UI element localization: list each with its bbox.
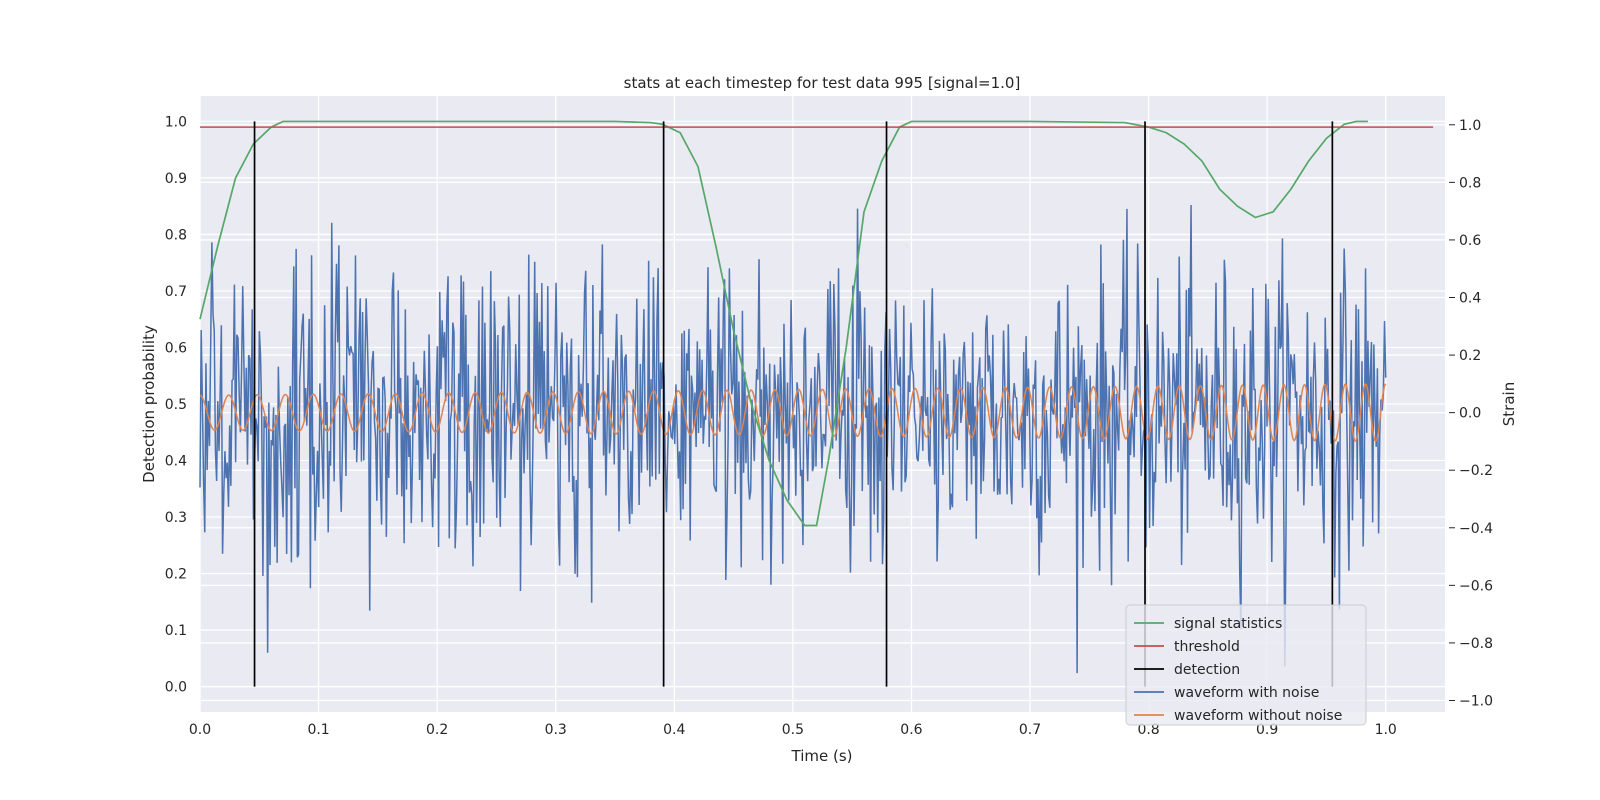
y-axis-right: −1.0 −0.8 −0.6 −0.4 −0.2 0.0 0.2 0.4 0.6 0.8 1.0 bbox=[1449, 118, 1493, 709]
y-tick-label-left: 0.3 bbox=[165, 510, 187, 526]
legend-label: signal statistics bbox=[1174, 616, 1282, 632]
chart-title: stats at each timestep for test data 995… bbox=[624, 74, 1021, 92]
x-tick-label: 0.9 bbox=[1256, 722, 1278, 738]
series-line-signal-statistics bbox=[199, 120, 1368, 527]
y-tick-label-right: −0.8 bbox=[1459, 636, 1493, 652]
y-tick-label-right: 0.6 bbox=[1459, 233, 1481, 249]
y-tick-label-right: 1.0 bbox=[1459, 118, 1481, 134]
y-tick-label-left: 0.5 bbox=[165, 397, 187, 413]
legend-label: waveform without noise bbox=[1174, 708, 1342, 724]
legend-label: threshold bbox=[1174, 639, 1240, 655]
y-tick-label-left: 0.6 bbox=[165, 340, 187, 356]
y-axis-label-left: Detection probability bbox=[140, 325, 158, 483]
x-tick-label: 0.3 bbox=[545, 722, 567, 738]
x-axis: 0.0 0.1 0.2 0.3 0.4 0.5 0.6 0.7 0.8 0.9 1.0 bbox=[189, 722, 1397, 738]
series-line-waveform-without-noise bbox=[199, 383, 1387, 443]
x-tick-label: 0.0 bbox=[189, 722, 211, 738]
x-tick-label: 0.5 bbox=[782, 722, 804, 738]
y-tick-label-right: 0.0 bbox=[1459, 406, 1481, 422]
y-tick-label-right: 0.2 bbox=[1459, 348, 1481, 364]
x-tick-label: 0.6 bbox=[900, 722, 922, 738]
legend-box bbox=[1125, 604, 1367, 726]
y-tick-label-left: 0.7 bbox=[165, 284, 187, 300]
legend: signal statistics threshold detection wavef… bbox=[1125, 604, 1367, 726]
x-tick-label: 0.8 bbox=[1137, 722, 1159, 738]
y-tick-label-right: 0.8 bbox=[1459, 175, 1481, 191]
x-tick-label: 0.7 bbox=[1019, 722, 1041, 738]
y-tick-label-left: 0.8 bbox=[165, 227, 187, 243]
y-tick-label-left: 0.0 bbox=[165, 680, 187, 696]
x-axis-label: Time (s) bbox=[791, 747, 853, 765]
series-layer bbox=[199, 120, 1434, 687]
x-tick-label: 0.4 bbox=[663, 722, 685, 738]
y-tick-label-right: −0.6 bbox=[1459, 578, 1493, 594]
y-axis-left: 0.0 0.1 0.2 0.3 0.4 0.5 0.6 0.7 0.8 0.9 1.0 bbox=[165, 114, 187, 695]
y-tick-label-right: −1.0 bbox=[1459, 693, 1493, 709]
y-tick-label-right: −0.4 bbox=[1459, 521, 1493, 537]
legend-label: detection bbox=[1174, 662, 1240, 678]
x-tick-label: 1.0 bbox=[1375, 722, 1397, 738]
y-tick-label-left: 0.2 bbox=[165, 567, 187, 583]
y-tick-label-right: 0.4 bbox=[1459, 290, 1481, 306]
y-tick-label-left: 1.0 bbox=[165, 114, 187, 130]
x-tick-label: 0.1 bbox=[307, 722, 329, 738]
y-axis-label-right: Strain bbox=[1500, 382, 1518, 426]
y-tick-label-left: 0.9 bbox=[165, 171, 187, 187]
legend-label: waveform with noise bbox=[1174, 685, 1319, 701]
x-tick-label: 0.2 bbox=[426, 722, 448, 738]
y-tick-label-left: 0.1 bbox=[165, 623, 187, 639]
y-tick-label-right: −0.2 bbox=[1459, 463, 1493, 479]
y-tick-label-left: 0.4 bbox=[165, 454, 187, 470]
